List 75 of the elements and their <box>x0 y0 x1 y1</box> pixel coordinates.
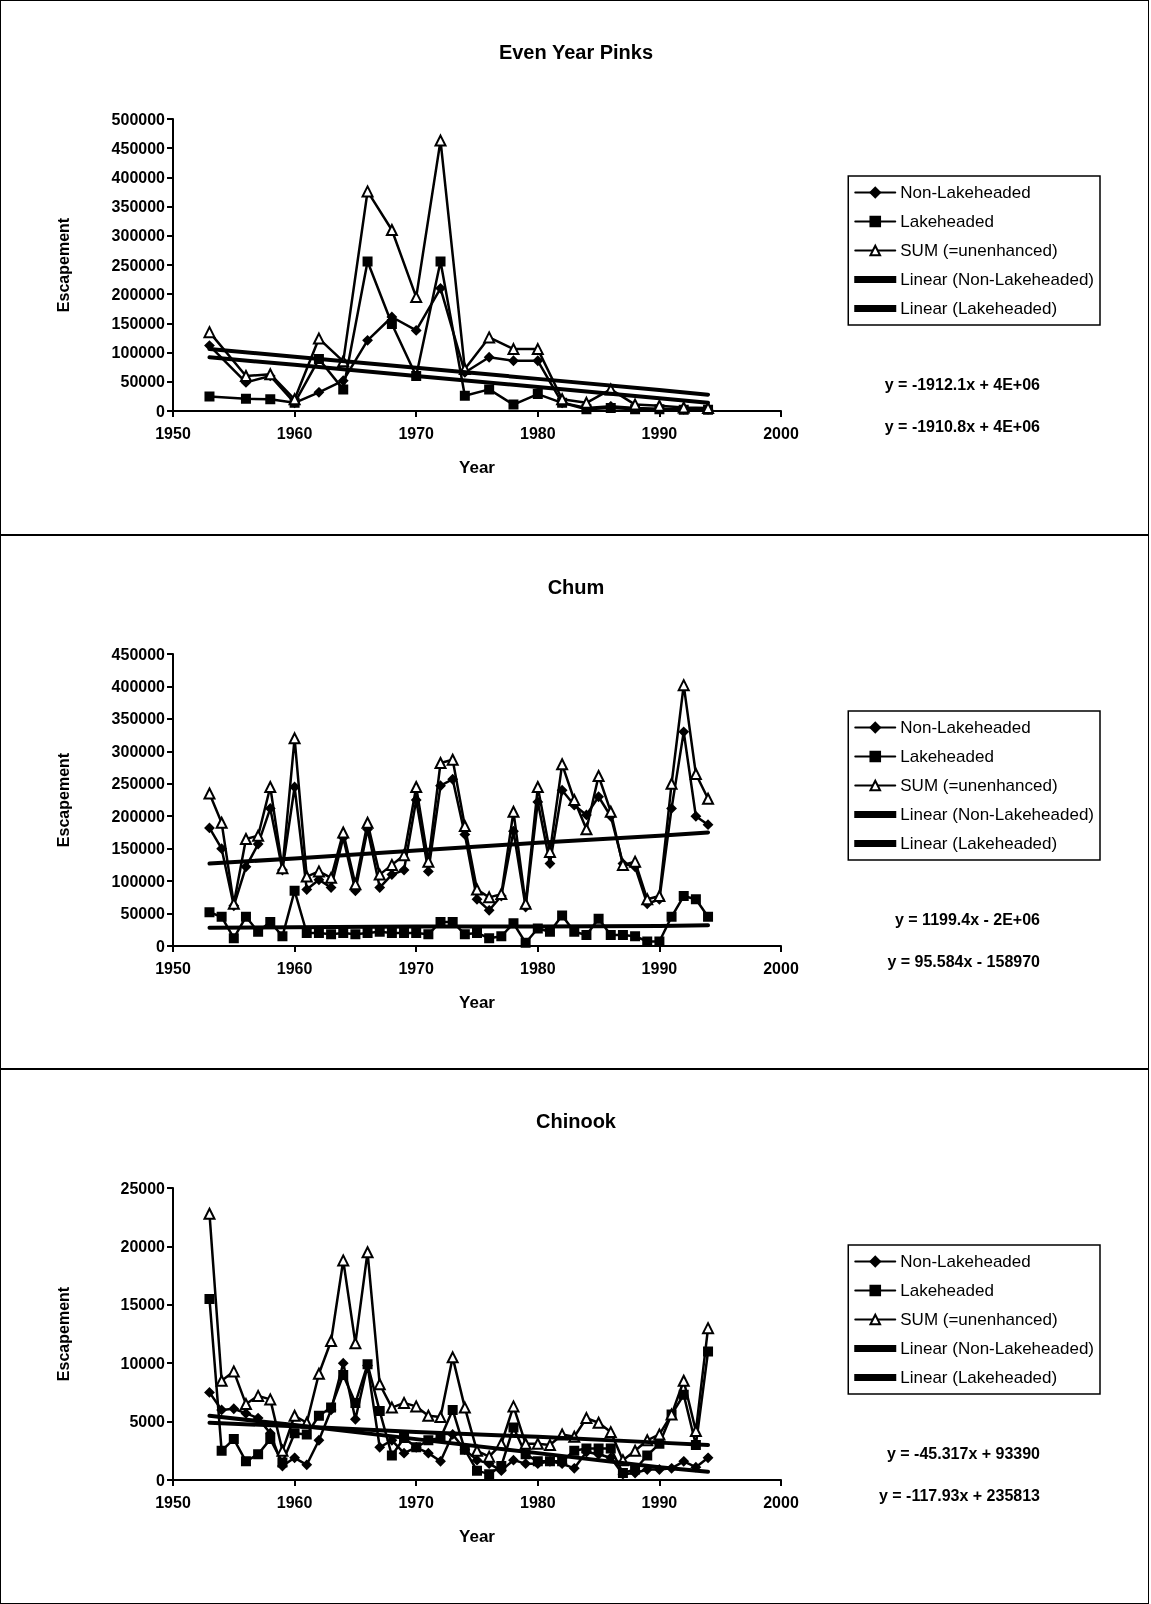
y-tick-label: 25000 <box>120 1179 166 1197</box>
x-tick-label: 1980 <box>520 1493 556 1511</box>
y-tick-label: 5000 <box>129 1413 166 1431</box>
y-tick-label: 350000 <box>111 198 166 216</box>
chart-title: Chum <box>547 575 605 598</box>
legend-label: SUM (=unenhanced) <box>900 1310 1058 1330</box>
x-tick-label: 1950 <box>155 959 191 977</box>
x-tick-label: 1990 <box>641 424 678 442</box>
text: y = -1910.8x + 4E+06 <box>884 417 1041 435</box>
x-tick-label: 1970 <box>398 1493 435 1511</box>
x-tick-label: 1980 <box>520 424 556 442</box>
legend-label: Non-Lakeheaded <box>900 717 1031 737</box>
x-tick-label: 1970 <box>398 424 435 442</box>
x-tick-label: 1960 <box>276 1493 313 1511</box>
legend-label: SUM (=unenhanced) <box>900 775 1058 795</box>
y-tick-label: 20000 <box>120 1238 166 1256</box>
y-tick-label: 15000 <box>120 1296 166 1314</box>
y-tick-label: 50000 <box>120 904 166 922</box>
legend-label: Lakeheaded <box>900 212 994 231</box>
x-axis-title: Year <box>459 992 496 1012</box>
x-tick-label: 1960 <box>276 959 313 977</box>
legend-label: Linear (Non-Lakeheaded) <box>900 270 1095 289</box>
legend-label: SUM (=unenhanced) <box>900 241 1058 260</box>
chart-title: Even Year Pinks <box>498 41 654 63</box>
y-tick-label: 150000 <box>111 839 166 857</box>
y-axis-title: Escapement <box>54 217 72 313</box>
legend-label: Non-Lakeheaded <box>900 1252 1031 1272</box>
x-tick-label: 1990 <box>641 959 678 977</box>
y-tick-label: 250000 <box>111 774 166 792</box>
y-tick-label: 100000 <box>111 344 166 362</box>
y-tick-label: 200000 <box>111 807 166 825</box>
y-tick-label: 0 <box>156 1471 166 1489</box>
legend-label: Lakeheaded <box>900 746 994 766</box>
x-tick-label: 1970 <box>398 959 435 977</box>
legend-label: Linear (Non-Lakeheaded) <box>900 804 1095 824</box>
y-tick-label: 50000 <box>120 373 166 391</box>
text: y = -45.317x + 93390 <box>886 1444 1041 1462</box>
y-tick-label: 250000 <box>111 256 166 274</box>
y-tick-label: 300000 <box>111 742 166 760</box>
text: y = -1912.1x + 4E+06 <box>884 375 1041 393</box>
x-tick-label: 1980 <box>520 959 556 977</box>
legend-label: Linear (Lakeheaded) <box>900 1368 1058 1388</box>
x-tick-label: 2000 <box>763 1493 799 1511</box>
chart-title: Chinook <box>536 1110 617 1133</box>
x-tick-label: 2000 <box>763 959 799 977</box>
y-tick-label: 10000 <box>120 1355 166 1373</box>
x-tick-label: 1960 <box>276 424 313 442</box>
text: y = 95.584x - 158970 <box>887 952 1041 970</box>
y-tick-label: 450000 <box>111 645 166 663</box>
legend-label: Non-Lakeheaded <box>900 183 1031 202</box>
x-tick-label: 1950 <box>155 1493 191 1511</box>
y-axis-title: Escapement <box>54 751 72 847</box>
y-tick-label: 500000 <box>111 110 166 128</box>
y-axis-title: Escapement <box>54 1286 72 1382</box>
y-tick-label: 150000 <box>111 314 166 332</box>
x-tick-label: 1950 <box>155 424 191 442</box>
text: y = -117.93x + 235813 <box>878 1486 1041 1504</box>
y-tick-label: 100000 <box>111 872 166 890</box>
legend-label: Linear (Non-Lakeheaded) <box>900 1339 1095 1359</box>
y-tick-label: 450000 <box>111 139 166 157</box>
text: y = 1199.4x - 2E+06 <box>894 910 1041 928</box>
y-tick-label: 200000 <box>111 285 166 303</box>
y-tick-label: 350000 <box>111 710 166 728</box>
x-tick-label: 1990 <box>641 1493 678 1511</box>
x-tick-label: 2000 <box>763 424 799 442</box>
legend-label: Linear (Lakeheaded) <box>900 299 1058 318</box>
legend-label: Linear (Lakeheaded) <box>900 833 1058 853</box>
legend-label: Lakeheaded <box>900 1281 994 1301</box>
y-tick-label: 0 <box>156 937 166 955</box>
y-tick-label: 400000 <box>111 677 166 695</box>
y-tick-label: 300000 <box>111 227 166 245</box>
y-tick-label: 0 <box>156 402 166 420</box>
x-axis-title: Year <box>459 458 496 477</box>
y-tick-label: 400000 <box>111 168 166 186</box>
x-axis-title: Year <box>459 1527 496 1547</box>
